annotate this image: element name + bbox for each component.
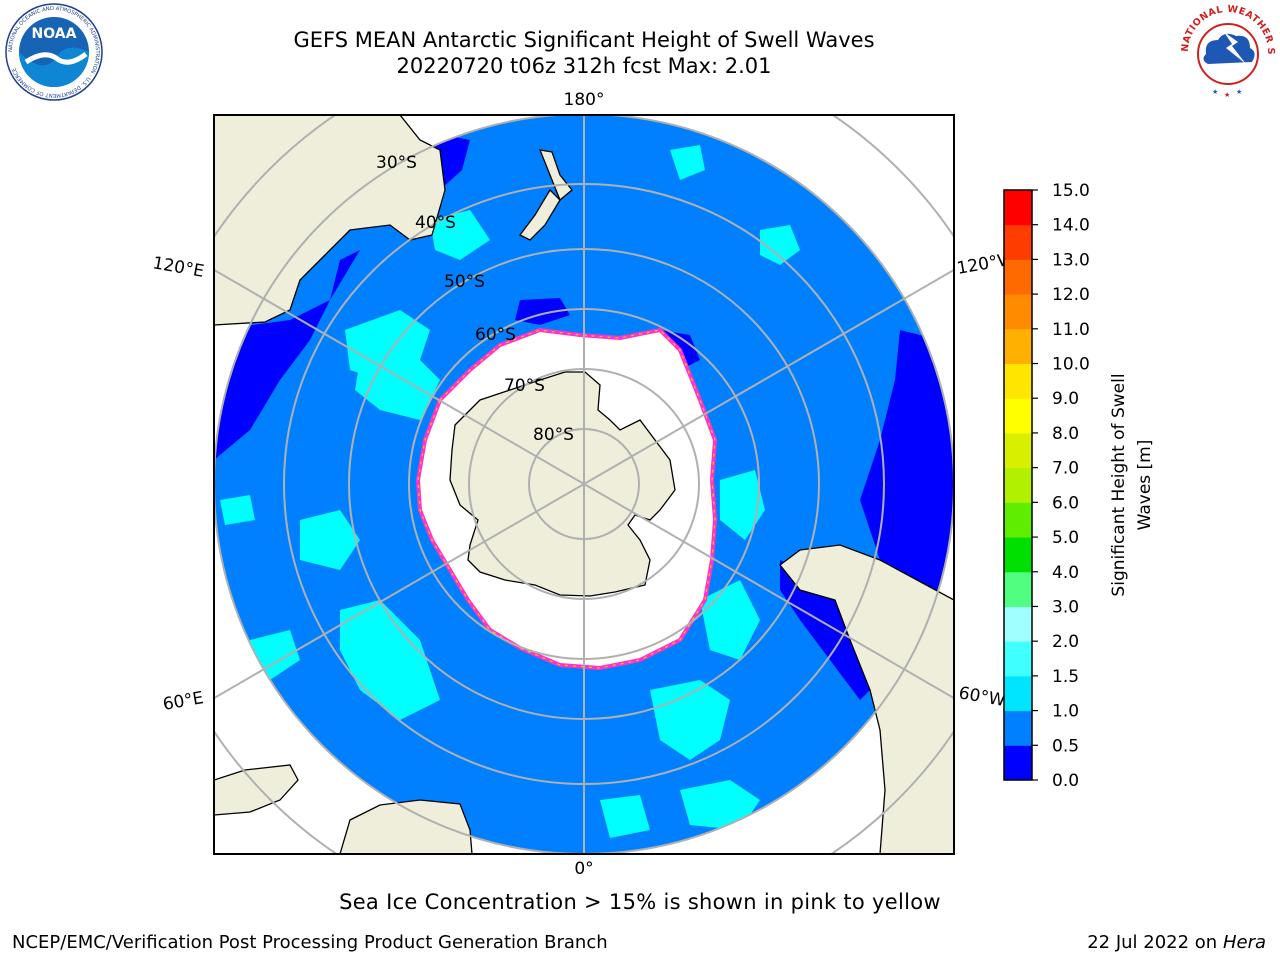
colorbar-frame — [1003, 189, 1033, 781]
parallel-label-70s: 70°S — [504, 376, 545, 396]
colorbar-tick-label: 1.0 — [1052, 702, 1079, 722]
colorbar-swatch — [1004, 537, 1032, 573]
colorbar-swatch — [1004, 502, 1032, 538]
colorbar-tick-label: 3.0 — [1052, 597, 1079, 617]
colorbar-tick-label: 11.0 — [1052, 320, 1090, 340]
colorbar-swatch — [1004, 432, 1032, 469]
nws-logo: NATIONAL WEATHER SERVICE ★ ★ ★ — [1178, 2, 1276, 100]
colorbar-tick-label: 9.0 — [1052, 389, 1079, 409]
colorbar-tick-label: 6.0 — [1052, 493, 1079, 513]
colorbar-label-line2: Waves [m] — [1135, 440, 1155, 531]
parallel-label-60s: 60°S — [475, 325, 516, 345]
colorbar-swatch — [1004, 571, 1032, 607]
colorbar-swatch — [1004, 224, 1032, 260]
map-subtitle: 20220720 t06z 312h fcst Max: 2.01 — [396, 54, 772, 78]
colorbar-tick-label: 0.0 — [1052, 771, 1079, 791]
colorbar-swatch — [1004, 398, 1032, 434]
parallel-label-50s: 50°S — [444, 272, 485, 292]
colorbar-tick-label: 8.0 — [1052, 424, 1079, 444]
colorbar-swatch — [1004, 606, 1032, 642]
colorbar-swatch — [1004, 710, 1032, 746]
date-text: 22 Jul 2022 on Hera — [1087, 932, 1266, 953]
colorbar-tick-label: 0.5 — [1052, 736, 1079, 756]
colorbar-tick-label: 2.0 — [1052, 632, 1079, 652]
colorbar-tick-label: 12.0 — [1052, 285, 1090, 305]
antarctica — [449, 371, 676, 597]
colorbar-swatch — [1004, 190, 1032, 226]
colorbar-swatch — [1004, 675, 1032, 712]
low-swell-zones — [214, 130, 954, 700]
svg-text:★: ★ — [1212, 88, 1218, 96]
machine-name: Hera — [1222, 932, 1266, 953]
colorbar-tick-label: 14.0 — [1052, 216, 1090, 236]
colorbar-tick-label: 13.0 — [1052, 250, 1090, 270]
colorbar-tick-label: 5.0 — [1052, 528, 1079, 548]
parallel-label-40s: 40°S — [415, 213, 456, 233]
colorbar-swatch — [1004, 328, 1032, 365]
meridian-label-0: 0° — [574, 859, 593, 879]
graticule — [214, 115, 954, 854]
colorbar-swatch — [1004, 259, 1032, 295]
meridian-label-60e: 60°E — [161, 688, 205, 715]
sea-ice-note: Sea Ice Concentration > 15% is shown in … — [339, 890, 941, 914]
noaa-logo: NOAA NATIONAL OCEANIC AND ATMOSPHERIC AD… — [5, 3, 103, 101]
svg-text:★: ★ — [1224, 91, 1230, 99]
colorbar-swatch — [1004, 467, 1032, 503]
colorbar-swatch — [1004, 294, 1032, 330]
colorbar-tick-label: 15.0 — [1052, 181, 1090, 201]
svg-text:★: ★ — [1236, 88, 1242, 96]
colorbar-swatch — [1004, 641, 1032, 677]
colorbar-tick-label: 10.0 — [1052, 355, 1090, 375]
colorbar-swatch — [1004, 745, 1032, 781]
credit-text: NCEP/EMC/Verification Post Processing Pr… — [12, 932, 608, 953]
colorbar: 0.0 0.5 1.0 1.5 2.0 3.0 4.0 5.0 6.0 7.0 8.0 9.0 10.0… — [1003, 181, 1090, 791]
noaa-logo-text: NOAA — [32, 26, 77, 42]
map-title: GEFS MEAN Antarctic Significant Height o… — [293, 28, 875, 52]
colorbar-label-line1: Significant Height of Swell — [1109, 373, 1129, 596]
colorbar-tick-label: 4.0 — [1052, 563, 1079, 583]
parallel-label-80s: 80°S — [533, 425, 574, 445]
colorbar-tick-label: 7.0 — [1052, 459, 1079, 479]
colorbar-tick-label: 1.5 — [1052, 667, 1079, 687]
map-frame — [213, 114, 955, 855]
date-value: 22 Jul 2022 on — [1087, 932, 1223, 953]
parallel-label-30s: 30°S — [376, 153, 417, 173]
colorbar-swatch — [1004, 363, 1032, 399]
meridian-label-120e: 120°E — [151, 253, 205, 282]
meridian-label-60w: 60°W — [957, 683, 1007, 711]
meridian-label-180: 180° — [564, 90, 605, 110]
